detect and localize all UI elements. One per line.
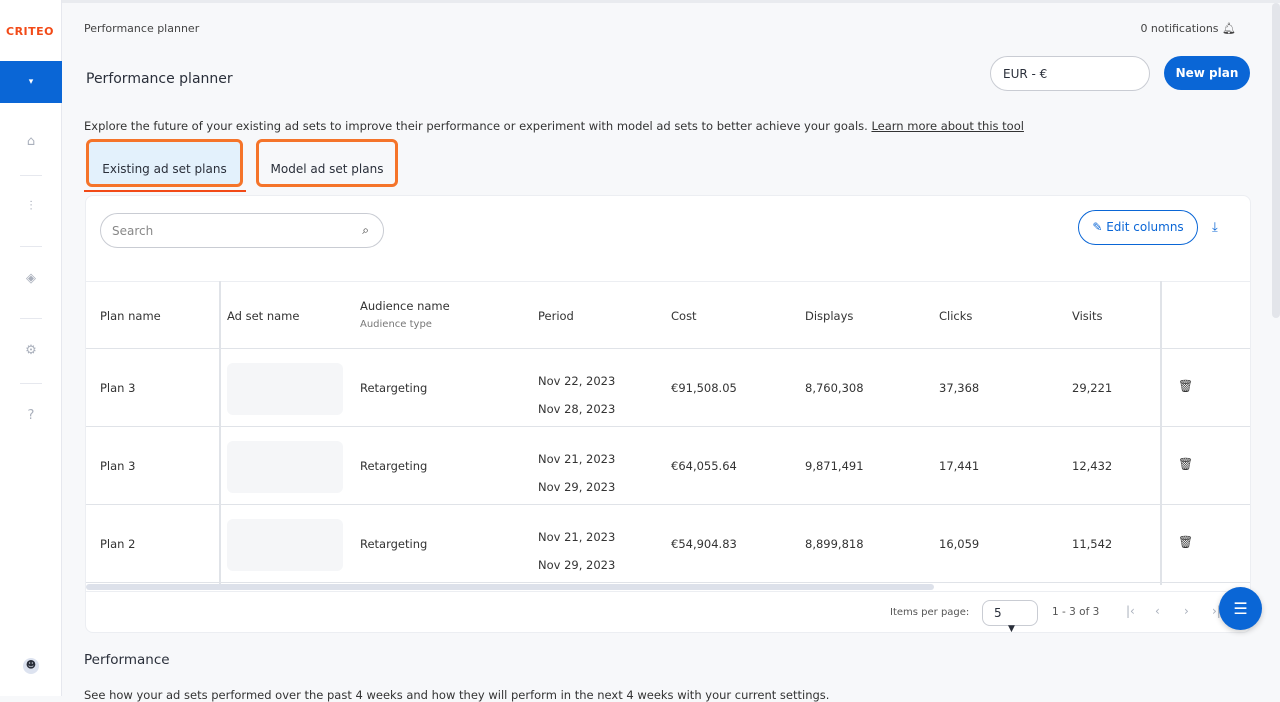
period: Nov 21, 2023 Nov 29, 2023: [538, 445, 615, 501]
displays: 9,871,491: [805, 459, 864, 473]
last-page-icon[interactable]: ›|: [1212, 604, 1221, 618]
table-row[interactable]: Plan 3 Retargeting Nov 21, 2023 Nov 29, 2…: [86, 427, 1250, 505]
plans-table-card: Search ⌕ ✎ Edit columns ⤓ Plan name Ad se…: [85, 195, 1251, 633]
bell-icon: 🔔︎: [1222, 22, 1236, 35]
cost: €91,508.05: [671, 381, 737, 395]
period-end: Nov 28, 2023: [538, 402, 616, 416]
period-start: Nov 21, 2023: [538, 452, 616, 466]
performance-description: See how your ad sets performed over the …: [84, 688, 830, 702]
table-row[interactable]: Plan 2 Retargeting Nov 21, 2023 Nov 29, 2…: [86, 505, 1250, 583]
displays: 8,899,818: [805, 537, 864, 551]
prev-page-icon[interactable]: ‹: [1155, 604, 1160, 618]
period-start: Nov 22, 2023: [538, 374, 616, 388]
audience-name: Retargeting: [360, 381, 428, 395]
col-audience-type: Audience type: [360, 319, 432, 330]
visits: 29,221: [1072, 381, 1113, 395]
col-period[interactable]: Period: [538, 309, 574, 323]
currency-select[interactable]: EUR - €: [990, 56, 1150, 91]
download-icon[interactable]: ⤓: [1212, 220, 1218, 235]
col-visits[interactable]: Visits: [1072, 309, 1103, 323]
page-range: 1 - 3 of 3: [1052, 606, 1100, 618]
ad-set-name-redacted: [227, 441, 343, 493]
items-per-page-value: 5: [994, 606, 1002, 620]
notifications-label: 0 notifications: [1140, 22, 1219, 35]
period-end: Nov 29, 2023: [538, 480, 616, 494]
pencil-icon: ✎: [1092, 220, 1103, 234]
chat-button[interactable]: ☰: [1219, 587, 1262, 630]
caret-down-icon: ▼: [1008, 624, 1015, 633]
table-row[interactable]: Plan 3 Retargeting Nov 22, 2023 Nov 28, 2…: [86, 349, 1250, 427]
displays: 8,760,308: [805, 381, 864, 395]
visits: 12,432: [1072, 459, 1113, 473]
audience-name: Retargeting: [360, 459, 428, 473]
delete-icon[interactable]: 🗑︎: [1178, 379, 1194, 393]
next-page-icon[interactable]: ›: [1184, 604, 1189, 618]
horizontal-scrollbar[interactable]: [86, 584, 934, 590]
col-audience[interactable]: Audience name Audience type: [360, 299, 450, 330]
period: Nov 22, 2023 Nov 28, 2023: [538, 367, 615, 423]
items-per-page-select[interactable]: 5 ▼: [982, 600, 1038, 632]
clicks: 17,441: [939, 459, 980, 473]
search-icon: ⌕: [362, 223, 369, 237]
col-ad-set-name[interactable]: Ad set name: [227, 309, 300, 323]
cost: €54,904.83: [671, 537, 737, 551]
period-end: Nov 29, 2023: [538, 558, 616, 572]
home-icon[interactable]: ⌂: [26, 134, 36, 149]
account-dropdown[interactable]: ▾: [0, 61, 62, 103]
col-cost[interactable]: Cost: [671, 309, 697, 323]
gear-icon[interactable]: ⚙: [25, 343, 37, 358]
help-icon[interactable]: ?: [27, 408, 35, 423]
ad-set-name-redacted: [227, 363, 343, 415]
delete-icon[interactable]: 🗑︎: [1178, 535, 1194, 549]
delete-icon[interactable]: 🗑︎: [1178, 457, 1194, 471]
chat-icon: ☰: [1233, 599, 1248, 618]
breadcrumb[interactable]: Performance planner: [84, 22, 200, 35]
new-plan-button[interactable]: New plan: [1164, 56, 1250, 90]
layers-icon[interactable]: ◈: [26, 271, 36, 286]
criteo-logo: CRITEO: [6, 25, 55, 38]
sidebar: CRITEO ▾ ⌂ ⫶ ◈ ⚙ ? ☻: [0, 0, 62, 696]
edit-columns-button[interactable]: ✎ Edit columns: [1078, 210, 1198, 245]
page-description: Explore the future of your existing ad s…: [84, 119, 1024, 133]
cost: €64,055.64: [671, 459, 737, 473]
page-scrollbar[interactable]: [1272, 3, 1280, 318]
col-clicks[interactable]: Clicks: [939, 309, 973, 323]
tab-model-ad-set-plans[interactable]: Model ad set plans: [256, 139, 398, 187]
learn-more-link[interactable]: Learn more about this tool: [871, 119, 1024, 133]
notifications[interactable]: 0 notifications 🔔︎: [1140, 22, 1236, 35]
description-text: Explore the future of your existing ad s…: [84, 119, 868, 133]
performance-title: Performance: [84, 652, 170, 668]
activity-icon[interactable]: ⫶: [29, 199, 33, 214]
search-placeholder: Search: [112, 224, 154, 238]
table-header: Plan name Ad set name Audience name Audie…: [86, 281, 1250, 349]
plan-name[interactable]: Plan 2: [100, 537, 136, 551]
plan-name[interactable]: Plan 3: [100, 381, 136, 395]
items-per-page-label: Items per page:: [890, 607, 970, 618]
search-input[interactable]: Search ⌕: [100, 213, 384, 248]
visits: 11,542: [1072, 537, 1113, 551]
col-audience-name: Audience name: [360, 299, 450, 313]
col-plan-name[interactable]: Plan name: [100, 309, 161, 323]
avatar[interactable]: ☻: [23, 658, 39, 674]
ad-set-name-redacted: [227, 519, 343, 571]
audience-name: Retargeting: [360, 537, 428, 551]
page-title: Performance planner: [86, 71, 233, 87]
tab-existing-ad-set-plans[interactable]: Existing ad set plans: [86, 139, 243, 187]
period-start: Nov 21, 2023: [538, 530, 616, 544]
first-page-icon[interactable]: |‹: [1126, 604, 1135, 618]
pagination: Items per page: 5 ▼ 1 - 3 of 3 |‹ ‹ › ›|: [86, 591, 1250, 632]
clicks: 37,368: [939, 381, 980, 395]
clicks: 16,059: [939, 537, 980, 551]
period: Nov 21, 2023 Nov 29, 2023: [538, 523, 615, 579]
edit-columns-label: Edit columns: [1106, 220, 1184, 234]
plan-name[interactable]: Plan 3: [100, 459, 136, 473]
col-displays[interactable]: Displays: [805, 309, 854, 323]
